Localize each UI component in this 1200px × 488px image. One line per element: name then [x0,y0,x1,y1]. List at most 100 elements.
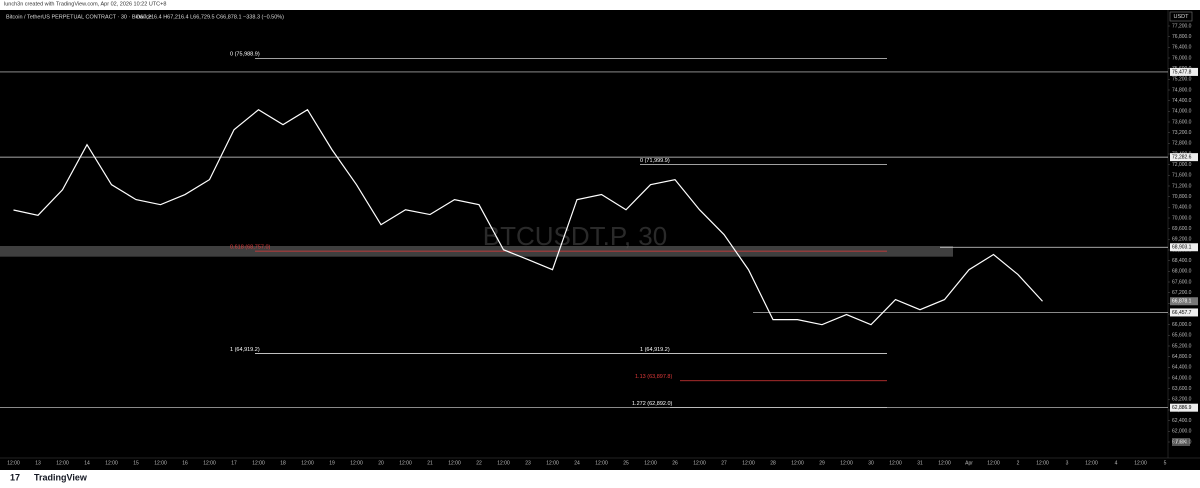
y-tick-label: 72,800.0 [1172,141,1192,147]
price-tag [1170,67,1198,76]
y-tick-label: 75,200.0 [1172,77,1192,83]
x-tick-label: 12:00 [350,460,363,466]
y-tick-label: 74,800.0 [1172,87,1192,93]
price-tag-label: 66,878.1 [1172,299,1192,305]
currency-box [1169,11,1193,22]
x-tick-label: 12:00 [644,460,657,466]
x-tick-label: 12:00 [399,460,412,466]
x-tick-label: 28 [770,460,776,466]
level-label: 0.618 (68,757.0) [230,245,271,251]
watermark: BTCUSDT.P, 30 [483,221,667,251]
level-label: 1.13 (63,897.8) [635,374,672,380]
y-tick-label: 69,200.0 [1172,237,1192,243]
x-tick-label: 12:00 [987,460,1000,466]
price-tag-label: 62,886.9 [1172,405,1192,411]
x-tick-label: 24 [574,460,580,466]
y-tick-label: 74,000.0 [1172,109,1192,115]
y-tick-label: 65,200.0 [1172,343,1192,349]
y-tick-label: 65,600.0 [1172,333,1192,339]
y-tick-label: 62,400.0 [1172,418,1192,424]
price-tag-label: 68,903.1 [1172,245,1192,251]
x-tick-label: 23 [525,460,531,466]
price-tag [1170,308,1198,317]
level-label: 0 (71,999.9) [640,158,670,164]
y-tick-label: 67,600.0 [1172,279,1192,285]
y-tick-label: 76,000.0 [1172,55,1192,61]
x-tick-label: 12:00 [7,460,20,466]
y-tick-label: 70,000.0 [1172,215,1192,221]
price-tag [1170,403,1198,412]
x-tick-label: 12:00 [301,460,314,466]
credit: lunch3n created with TradingView.com, Ap… [4,1,166,7]
level-label: 1 (64,919.2) [230,347,260,353]
volume-tag [1172,438,1190,446]
price-tag [1170,153,1198,162]
y-tick-label: 64,800.0 [1172,354,1192,360]
x-tick-label: 12:00 [840,460,853,466]
y-tick-label: 69,600.0 [1172,226,1192,232]
y-tick-label: 63,600.0 [1172,386,1192,392]
x-tick-label: 12:00 [252,460,265,466]
footer-brand: TradingView [34,472,88,482]
x-tick-label: 12:00 [203,460,216,466]
x-tick-label: 17 [231,460,237,466]
y-tick-label: 74,400.0 [1172,98,1192,104]
x-tick-label: 12:00 [546,460,559,466]
x-tick-label: 14 [84,460,90,466]
logo: 17 [10,472,20,482]
x-tick-label: 25 [623,460,629,466]
y-tick-label: 64,000.0 [1172,375,1192,381]
x-tick-label: 13 [35,460,41,466]
price-tag-label: 66,457.7 [1172,310,1192,316]
x-tick-label: 26 [672,460,678,466]
level-label: 1.272 (62,892.0) [632,401,673,407]
x-tick-label: 21 [427,460,433,466]
y-tick-label: 67,200.0 [1172,290,1192,296]
y-tick-label: 73,200.0 [1172,130,1192,136]
price-tag-label: 72,282.6 [1172,154,1192,160]
x-tick-label: 12:00 [448,460,461,466]
x-tick-label: 30 [868,460,874,466]
x-tick-label: 12:00 [742,460,755,466]
y-tick-label: 76,800.0 [1172,34,1192,40]
plot-bg [0,10,1200,470]
y-tick-label: 77,200.0 [1172,23,1192,29]
y-tick-label: 70,800.0 [1172,194,1192,200]
x-tick-label: 5 [1164,460,1167,466]
x-tick-label: 12:00 [1036,460,1049,466]
x-tick-label: 27 [721,460,727,466]
y-tick-label: 71,600.0 [1172,173,1192,179]
x-tick-label: 15 [133,460,139,466]
y-tick-label: 61,600.0 [1172,439,1192,445]
x-tick-label: 12:00 [56,460,69,466]
y-tick-label: 76,400.0 [1172,45,1192,51]
x-tick-label: 18 [280,460,286,466]
x-tick-label: 4 [1115,460,1118,466]
x-tick-label: 2 [1017,460,1020,466]
x-tick-label: 31 [917,460,923,466]
y-tick-label: 66,000.0 [1172,322,1192,328]
level-label: 0 (75,988.9) [230,52,260,58]
volume-label: 7.8K [1175,439,1187,445]
currency: USDT [1174,14,1190,20]
y-tick-label: 73,600.0 [1172,119,1192,125]
level-label: 1 (64,919.2) [640,347,670,353]
x-tick-label: 12:00 [791,460,804,466]
y-tick-label: 68,400.0 [1172,258,1192,264]
x-tick-label: 20 [378,460,384,466]
y-tick-label: 70,400.0 [1172,205,1192,211]
x-tick-label: Apr [965,460,973,466]
ohlc: O67,216.4 H67,216.4 L66,729.5 C66,878.1 … [136,14,284,20]
y-tick-label: 71,200.0 [1172,183,1192,189]
y-tick-label: 62,000.0 [1172,429,1192,435]
x-tick-label: 12:00 [1134,460,1147,466]
price-line-series [13,108,1043,326]
x-tick-label: 12:00 [1085,460,1098,466]
x-tick-label: 12:00 [497,460,510,466]
price-tag-label: 75,477.8 [1172,69,1192,75]
x-tick-label: 16 [182,460,188,466]
y-tick-label: 63,200.0 [1172,397,1192,403]
y-tick-label: 72,000.0 [1172,162,1192,168]
